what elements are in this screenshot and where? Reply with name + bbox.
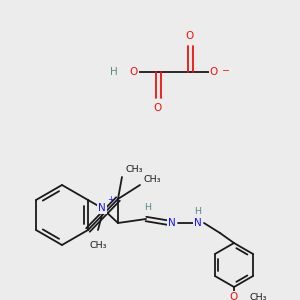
Text: CH₃: CH₃ — [250, 293, 268, 300]
Text: H: H — [145, 202, 152, 211]
Text: CH₃: CH₃ — [144, 176, 161, 184]
Text: O: O — [154, 103, 162, 113]
Text: O: O — [186, 31, 194, 41]
Text: +: + — [107, 194, 114, 203]
Text: N: N — [98, 203, 106, 213]
Text: N: N — [194, 218, 202, 228]
Text: CH₃: CH₃ — [126, 164, 143, 173]
Text: H: H — [194, 206, 202, 215]
Text: H: H — [110, 67, 118, 77]
Text: O: O — [230, 292, 238, 300]
Text: O: O — [130, 67, 138, 77]
Text: O: O — [210, 67, 218, 77]
Text: N: N — [168, 218, 176, 228]
Text: −: − — [222, 65, 230, 74]
Text: CH₃: CH₃ — [89, 241, 107, 250]
